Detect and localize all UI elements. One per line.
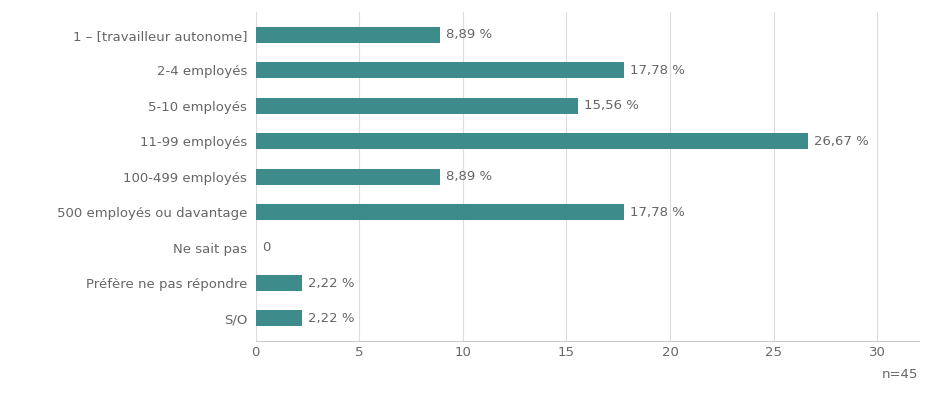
Text: 2,22 %: 2,22 % bbox=[308, 312, 354, 325]
Text: 17,78 %: 17,78 % bbox=[631, 64, 685, 77]
Text: 17,78 %: 17,78 % bbox=[631, 206, 685, 219]
Bar bbox=[256, 310, 302, 326]
Text: 8,89 %: 8,89 % bbox=[446, 28, 492, 41]
Text: 8,89 %: 8,89 % bbox=[446, 170, 492, 183]
Bar bbox=[256, 62, 624, 78]
Bar bbox=[256, 27, 439, 43]
Text: n=45: n=45 bbox=[883, 368, 919, 381]
Text: 15,56 %: 15,56 % bbox=[584, 99, 639, 112]
Text: 26,67 %: 26,67 % bbox=[814, 135, 869, 148]
Text: 2,22 %: 2,22 % bbox=[308, 277, 354, 289]
Text: 0: 0 bbox=[262, 241, 270, 254]
Bar bbox=[256, 98, 578, 114]
Bar bbox=[256, 275, 302, 291]
Bar bbox=[256, 133, 808, 149]
Bar bbox=[256, 169, 439, 185]
Bar bbox=[256, 204, 624, 220]
